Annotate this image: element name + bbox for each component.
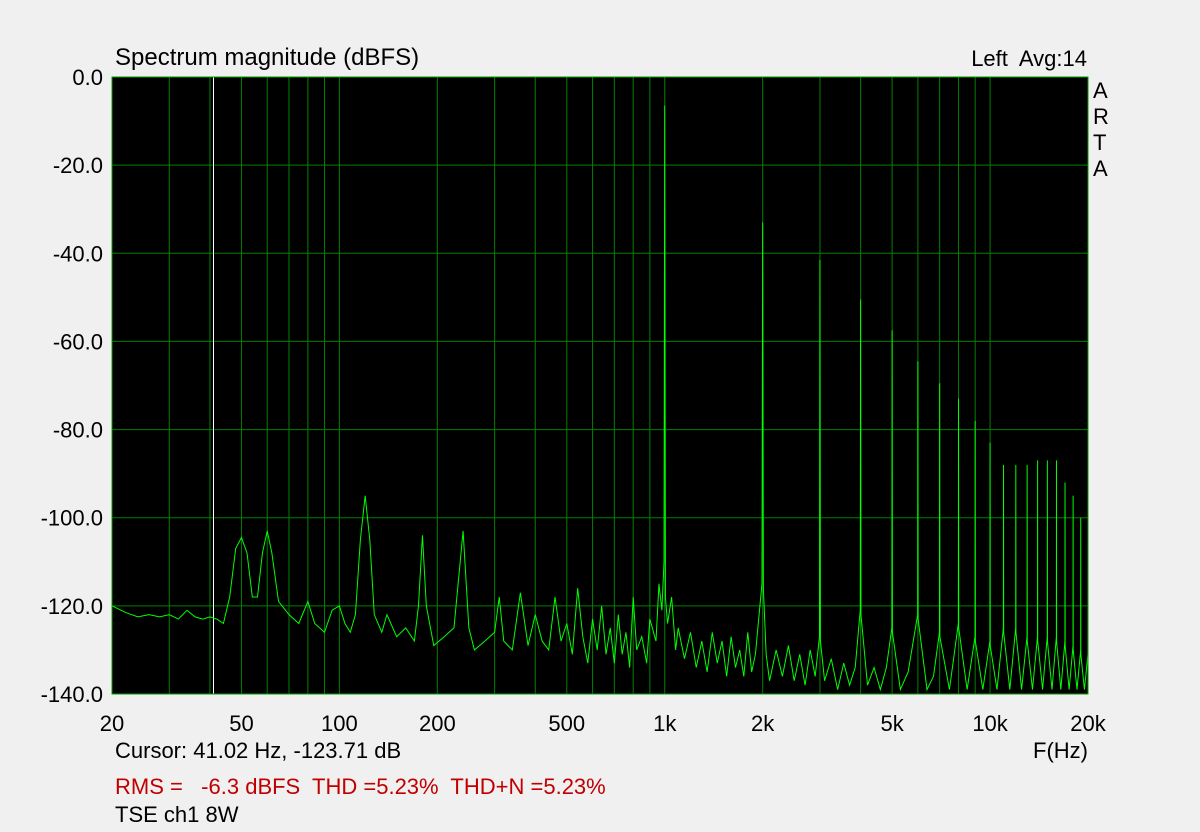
y-tick-label: -60.0 [53,329,103,354]
plot-area [112,77,1088,694]
y-tick-label: -120.0 [41,594,103,619]
spectrum-line [111,105,1089,692]
y-tick-label: -80.0 [53,418,103,443]
y-tick-label: -100.0 [41,506,103,531]
x-tick-label: 10k [972,711,1008,736]
chart-title: Spectrum magnitude (dBFS) [115,44,419,71]
x-tick-label: 500 [548,711,585,736]
cursor-label: Cursor: 41.02 Hz, -123.71 dB [115,738,401,763]
y-tick-label: -20.0 [53,153,103,178]
x-tick-label: 100 [321,711,358,736]
x-tick-label: 20k [1070,711,1106,736]
footer: TSE ch1 8W [115,802,239,827]
x-tick-label: 2k [751,711,775,736]
stats: RMS = -6.3 dBFS THD =5.23% THD+N =5.23% [115,774,606,799]
y-tick-label: 0.0 [72,65,103,90]
x-tick-label: 200 [419,711,456,736]
x-axis-label: F(Hz) [1033,738,1088,763]
brand: ARTA [1093,78,1109,181]
x-tick-label: 20 [100,711,124,736]
x-tick-label: 1k [653,711,677,736]
y-tick-label: -40.0 [53,241,103,266]
channel-label: Left Avg:14 [971,46,1087,71]
x-tick-label: 5k [881,711,905,736]
y-tick-label: -140.0 [41,682,103,707]
plot-border [111,76,1089,695]
x-tick-label: 50 [229,711,253,736]
